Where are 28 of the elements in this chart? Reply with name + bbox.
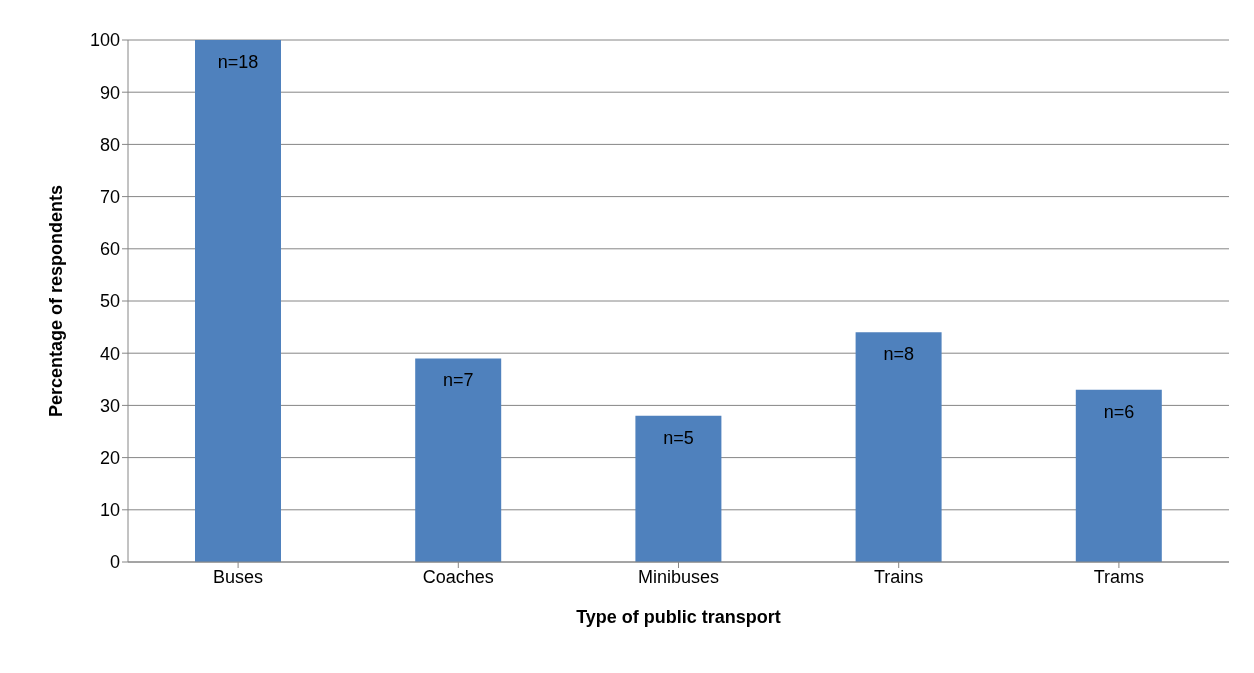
bar	[415, 358, 502, 562]
y-tick-label: 70	[99, 186, 120, 207]
y-tick-label: 0	[109, 552, 120, 573]
annotation: n=7	[443, 370, 474, 391]
y-tick-label: 50	[99, 291, 120, 312]
x-tick-label: Buses	[213, 566, 264, 587]
x-axis-title: Type of public transport	[576, 607, 781, 627]
x-tick-label: Minibuses	[637, 566, 720, 587]
y-axis-title: Percentage of respondents	[46, 184, 67, 418]
y-tick-label: 30	[99, 395, 120, 416]
annotation: n=18	[217, 52, 259, 72]
y-tick-label: 90	[99, 82, 120, 103]
y-tick-label: 100	[89, 30, 120, 51]
bar	[635, 415, 722, 562]
bar	[855, 332, 942, 562]
y-tick-label: 40	[99, 343, 120, 364]
y-tick-label: 10	[99, 500, 120, 521]
y-tick-label: 80	[99, 134, 120, 155]
x-tick-label: Trams	[1093, 566, 1145, 587]
annotation: n=5	[663, 427, 694, 448]
annotation: n=8	[883, 344, 914, 365]
x-tick-label: Coaches	[422, 566, 494, 587]
x-tick-label: Trains	[874, 566, 924, 587]
bar	[1075, 389, 1162, 562]
y-tick-label: 20	[99, 447, 120, 468]
y-tick-label: 60	[99, 239, 120, 260]
bar	[195, 40, 281, 562]
annotation: n=6	[1103, 401, 1135, 422]
